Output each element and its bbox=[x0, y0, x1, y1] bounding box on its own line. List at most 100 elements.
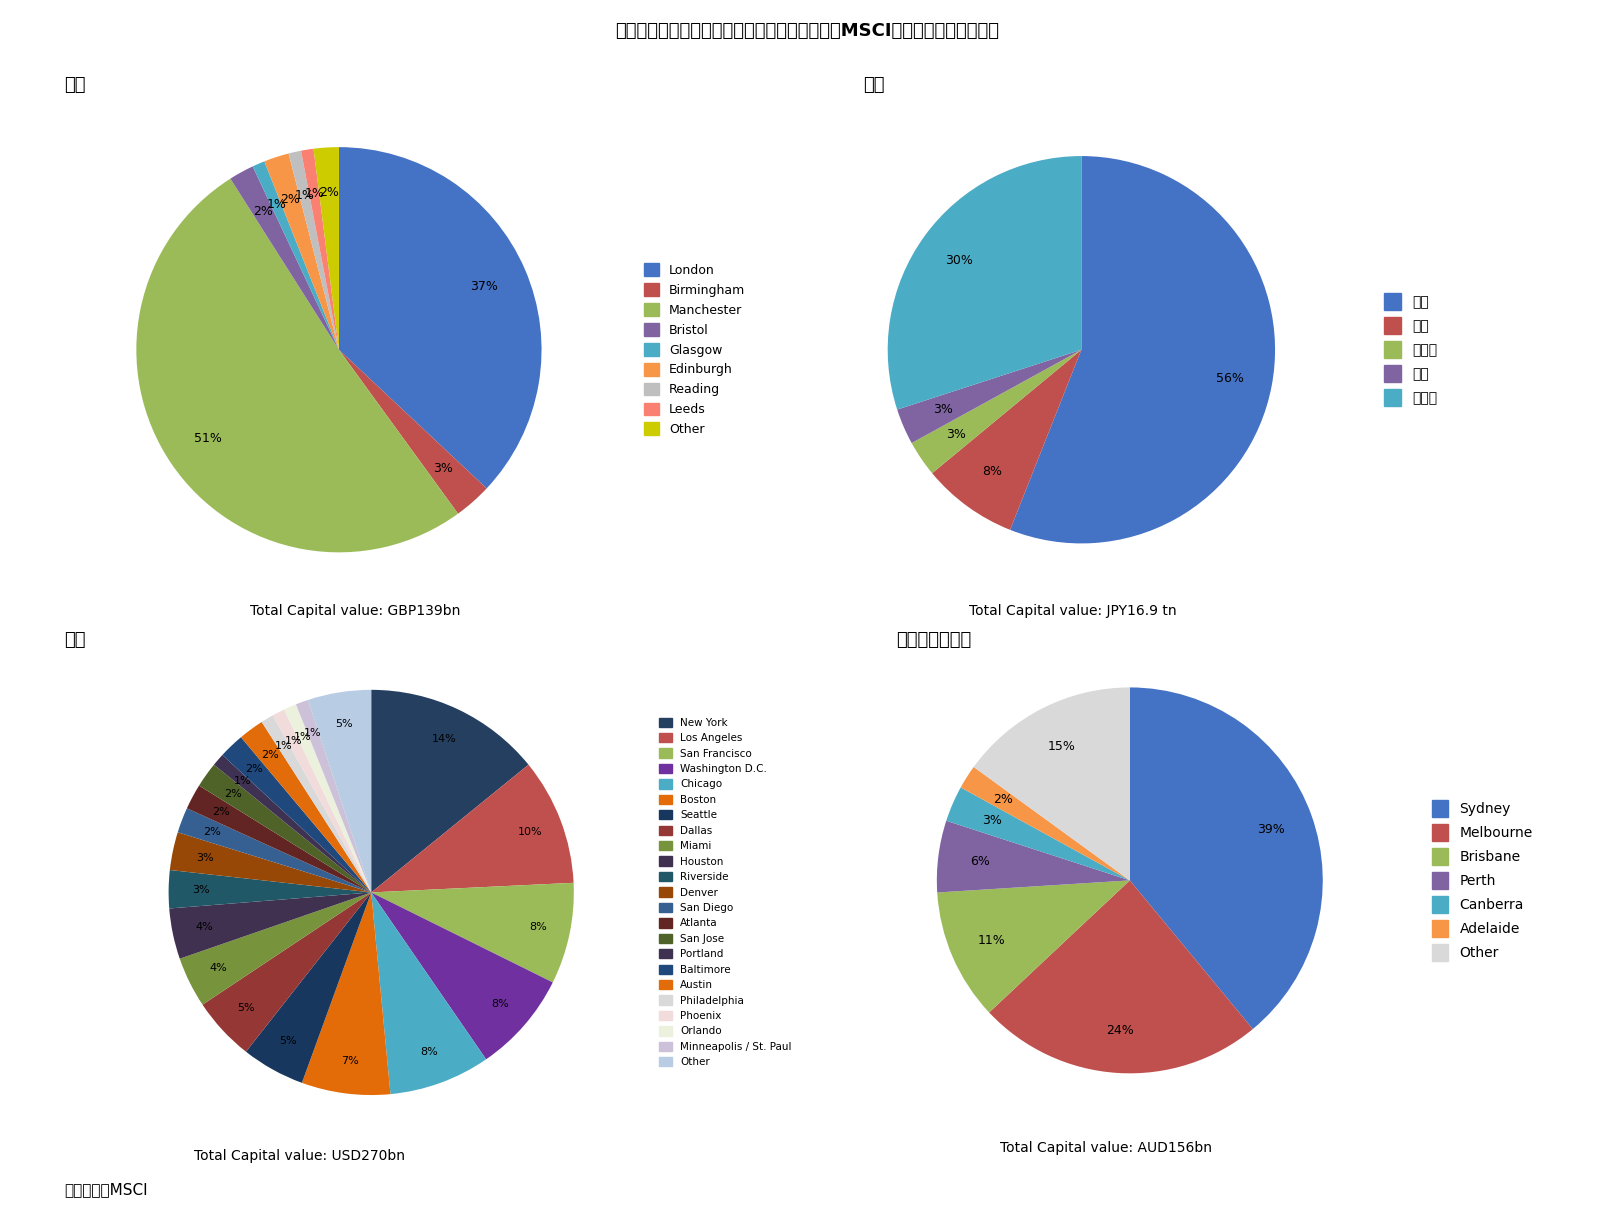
Wedge shape bbox=[371, 765, 573, 892]
Text: 51%: 51% bbox=[194, 432, 223, 445]
Text: 56%: 56% bbox=[1215, 371, 1244, 385]
Wedge shape bbox=[169, 832, 371, 892]
Legend: New York, Los Angeles, San Francisco, Washington D.C., Chicago, Boston, Seattle,: New York, Los Angeles, San Francisco, Wa… bbox=[655, 713, 796, 1072]
Text: 2%: 2% bbox=[993, 794, 1012, 807]
Wedge shape bbox=[284, 704, 371, 892]
Wedge shape bbox=[169, 892, 371, 959]
Text: 1%: 1% bbox=[274, 742, 292, 751]
Text: 3%: 3% bbox=[195, 853, 213, 862]
Wedge shape bbox=[245, 892, 371, 1083]
Wedge shape bbox=[1130, 687, 1323, 1029]
Text: 14%: 14% bbox=[433, 733, 457, 744]
Text: 米国: 米国 bbox=[65, 631, 86, 649]
Text: 5%: 5% bbox=[279, 1036, 297, 1046]
Wedge shape bbox=[231, 166, 339, 350]
Legend: 東京, 大阪, 名古屋, 福岡, その他: 東京, 大阪, 名古屋, 福岡, その他 bbox=[1378, 288, 1443, 411]
Text: 図表９　米・英・豪・日　地域別資産シェア（MSCIインデックスベース）: 図表９ 米・英・豪・日 地域別資産シェア（MSCIインデックスベース） bbox=[615, 22, 999, 40]
Text: 1%: 1% bbox=[294, 732, 312, 742]
Wedge shape bbox=[371, 690, 528, 892]
Wedge shape bbox=[178, 808, 371, 892]
Text: 7%: 7% bbox=[341, 1056, 358, 1066]
Wedge shape bbox=[339, 350, 487, 514]
Text: 2%: 2% bbox=[253, 205, 273, 218]
Wedge shape bbox=[265, 153, 339, 350]
Wedge shape bbox=[933, 350, 1081, 529]
Text: 1%: 1% bbox=[305, 187, 324, 200]
Wedge shape bbox=[1010, 156, 1275, 544]
Wedge shape bbox=[339, 147, 542, 488]
Text: 30%: 30% bbox=[946, 254, 973, 268]
Wedge shape bbox=[371, 883, 575, 983]
Text: Total Capital value: USD270bn: Total Capital value: USD270bn bbox=[194, 1149, 405, 1163]
Text: 1%: 1% bbox=[294, 189, 315, 203]
Text: 8%: 8% bbox=[491, 999, 508, 1009]
Wedge shape bbox=[202, 892, 371, 1052]
Wedge shape bbox=[300, 148, 339, 350]
Text: 2%: 2% bbox=[281, 193, 300, 206]
Wedge shape bbox=[313, 147, 339, 350]
Text: 2%: 2% bbox=[320, 186, 339, 199]
Wedge shape bbox=[289, 151, 339, 350]
Text: 4%: 4% bbox=[195, 923, 213, 932]
Text: 3%: 3% bbox=[434, 462, 454, 475]
Wedge shape bbox=[371, 892, 486, 1094]
Text: 37%: 37% bbox=[470, 281, 497, 293]
Wedge shape bbox=[223, 737, 371, 892]
Wedge shape bbox=[273, 709, 371, 892]
Wedge shape bbox=[989, 880, 1252, 1073]
Wedge shape bbox=[897, 350, 1081, 443]
Text: （出所）　MSCI: （出所） MSCI bbox=[65, 1182, 148, 1196]
Text: 3%: 3% bbox=[946, 428, 967, 441]
Wedge shape bbox=[199, 765, 371, 892]
Text: Total Capital value: GBP139bn: Total Capital value: GBP139bn bbox=[250, 604, 460, 617]
Text: 英国: 英国 bbox=[65, 76, 86, 94]
Text: 8%: 8% bbox=[421, 1047, 439, 1058]
Text: 8%: 8% bbox=[983, 466, 1002, 479]
Text: 2%: 2% bbox=[203, 826, 221, 837]
Text: 1%: 1% bbox=[284, 736, 302, 747]
Text: オーストラリア: オーストラリア bbox=[896, 631, 972, 649]
Text: 15%: 15% bbox=[1047, 739, 1075, 753]
Wedge shape bbox=[302, 892, 391, 1095]
Wedge shape bbox=[912, 350, 1081, 473]
Text: 10%: 10% bbox=[518, 826, 542, 837]
Wedge shape bbox=[136, 178, 458, 552]
Wedge shape bbox=[215, 755, 371, 892]
Legend: Sydney, Melbourne, Brisbane, Perth, Canberra, Adelaide, Other: Sydney, Melbourne, Brisbane, Perth, Canb… bbox=[1427, 795, 1538, 966]
Text: 2%: 2% bbox=[213, 807, 231, 816]
Wedge shape bbox=[168, 870, 371, 908]
Wedge shape bbox=[240, 722, 371, 892]
Wedge shape bbox=[936, 821, 1130, 892]
Wedge shape bbox=[308, 690, 371, 892]
Wedge shape bbox=[253, 162, 339, 350]
Text: Total Capital value: AUD156bn: Total Capital value: AUD156bn bbox=[999, 1141, 1212, 1154]
Wedge shape bbox=[187, 785, 371, 892]
Text: 5%: 5% bbox=[237, 1003, 255, 1013]
Text: 6%: 6% bbox=[970, 855, 991, 868]
Wedge shape bbox=[960, 767, 1130, 880]
Text: 1%: 1% bbox=[266, 198, 286, 211]
Wedge shape bbox=[179, 892, 371, 1005]
Wedge shape bbox=[946, 788, 1130, 880]
Wedge shape bbox=[888, 156, 1081, 410]
Wedge shape bbox=[261, 715, 371, 892]
Text: Total Capital value: JPY16.9 tn: Total Capital value: JPY16.9 tn bbox=[970, 604, 1177, 617]
Text: 2%: 2% bbox=[224, 789, 242, 798]
Text: 3%: 3% bbox=[192, 885, 210, 895]
Text: 5%: 5% bbox=[336, 720, 353, 730]
Text: 11%: 11% bbox=[978, 933, 1006, 947]
Text: 3%: 3% bbox=[981, 814, 1002, 827]
Wedge shape bbox=[973, 687, 1130, 880]
Text: 3%: 3% bbox=[933, 403, 952, 416]
Text: 39%: 39% bbox=[1257, 822, 1285, 836]
Text: 4%: 4% bbox=[210, 964, 228, 973]
Text: 8%: 8% bbox=[529, 923, 547, 932]
Wedge shape bbox=[938, 880, 1130, 1013]
Text: 24%: 24% bbox=[1107, 1024, 1135, 1037]
Legend: London, Birmingham, Manchester, Bristol, Glasgow, Edinburgh, Reading, Leeds, Oth: London, Birmingham, Manchester, Bristol,… bbox=[639, 258, 751, 441]
Wedge shape bbox=[295, 699, 371, 892]
Text: 2%: 2% bbox=[261, 750, 279, 761]
Wedge shape bbox=[371, 892, 552, 1059]
Text: 1%: 1% bbox=[234, 775, 252, 786]
Text: 日本: 日本 bbox=[863, 76, 884, 94]
